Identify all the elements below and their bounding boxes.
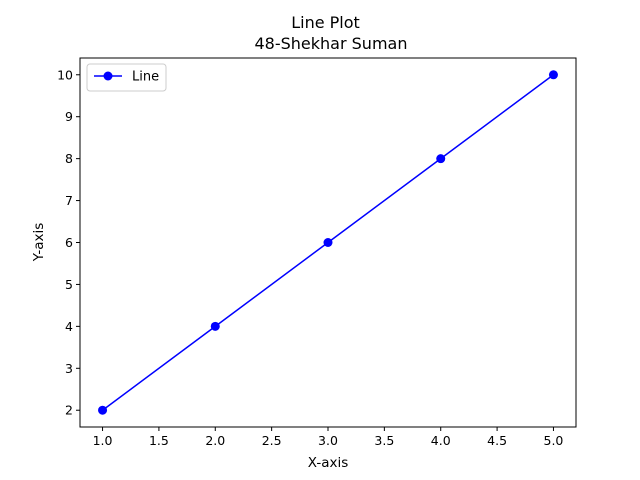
y-tick-label: 2 (65, 403, 73, 418)
legend-box (86, 63, 167, 92)
x-axis: 1.0 1.5 2.0 2.5 3.0 3.5 4.0 4.5 5.0 (93, 427, 564, 448)
x-axis-label: X-axis (308, 455, 349, 471)
data-point (323, 238, 333, 247)
y-tick-label: 5 (65, 277, 73, 292)
data-point (436, 154, 446, 164)
legend-label: Line (132, 70, 159, 85)
legend-marker-swatch (103, 71, 113, 81)
chart-title: Line Plot (291, 13, 360, 32)
x-tick-label: 4.0 (431, 433, 451, 448)
series-layer (98, 70, 558, 415)
x-tick-label: 2.5 (262, 433, 282, 448)
y-axis-label: Y-axis (31, 223, 47, 263)
x-tick-label: 4.5 (487, 433, 507, 448)
data-point (548, 70, 558, 80)
chart-subtitle: 48-Shekhar Suman (255, 34, 408, 53)
y-tick-label: 3 (65, 361, 73, 376)
x-tick-label: 1.5 (149, 433, 169, 448)
y-tick-label: 9 (65, 109, 73, 124)
data-point (210, 321, 220, 331)
y-tick-label: 10 (57, 67, 73, 82)
legend: Line (86, 63, 167, 92)
x-tick-label: 3.5 (374, 433, 394, 448)
x-tick-label: 2.0 (205, 433, 225, 448)
y-tick-label: 6 (65, 235, 73, 250)
y-axis: 2 3 4 5 6 7 8 9 10 (57, 67, 80, 418)
y-tick-label: 8 (65, 151, 73, 166)
y-tick-label: 4 (65, 319, 73, 334)
y-tick-label: 7 (65, 193, 73, 208)
x-tick-label: 3.0 (318, 433, 338, 448)
x-tick-label: 1.0 (93, 433, 113, 448)
x-tick-label: 5.0 (544, 433, 564, 448)
data-point (98, 405, 108, 415)
